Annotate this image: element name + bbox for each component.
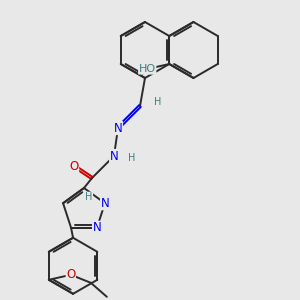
Text: N: N (110, 149, 118, 163)
Text: O: O (69, 160, 79, 172)
Text: N: N (114, 122, 122, 134)
Text: N: N (93, 221, 101, 234)
Text: N: N (100, 197, 109, 210)
Text: HO: HO (139, 64, 156, 74)
Text: H: H (85, 192, 93, 202)
Text: H: H (154, 97, 162, 107)
Text: O: O (66, 268, 75, 281)
Text: H: H (128, 153, 136, 163)
